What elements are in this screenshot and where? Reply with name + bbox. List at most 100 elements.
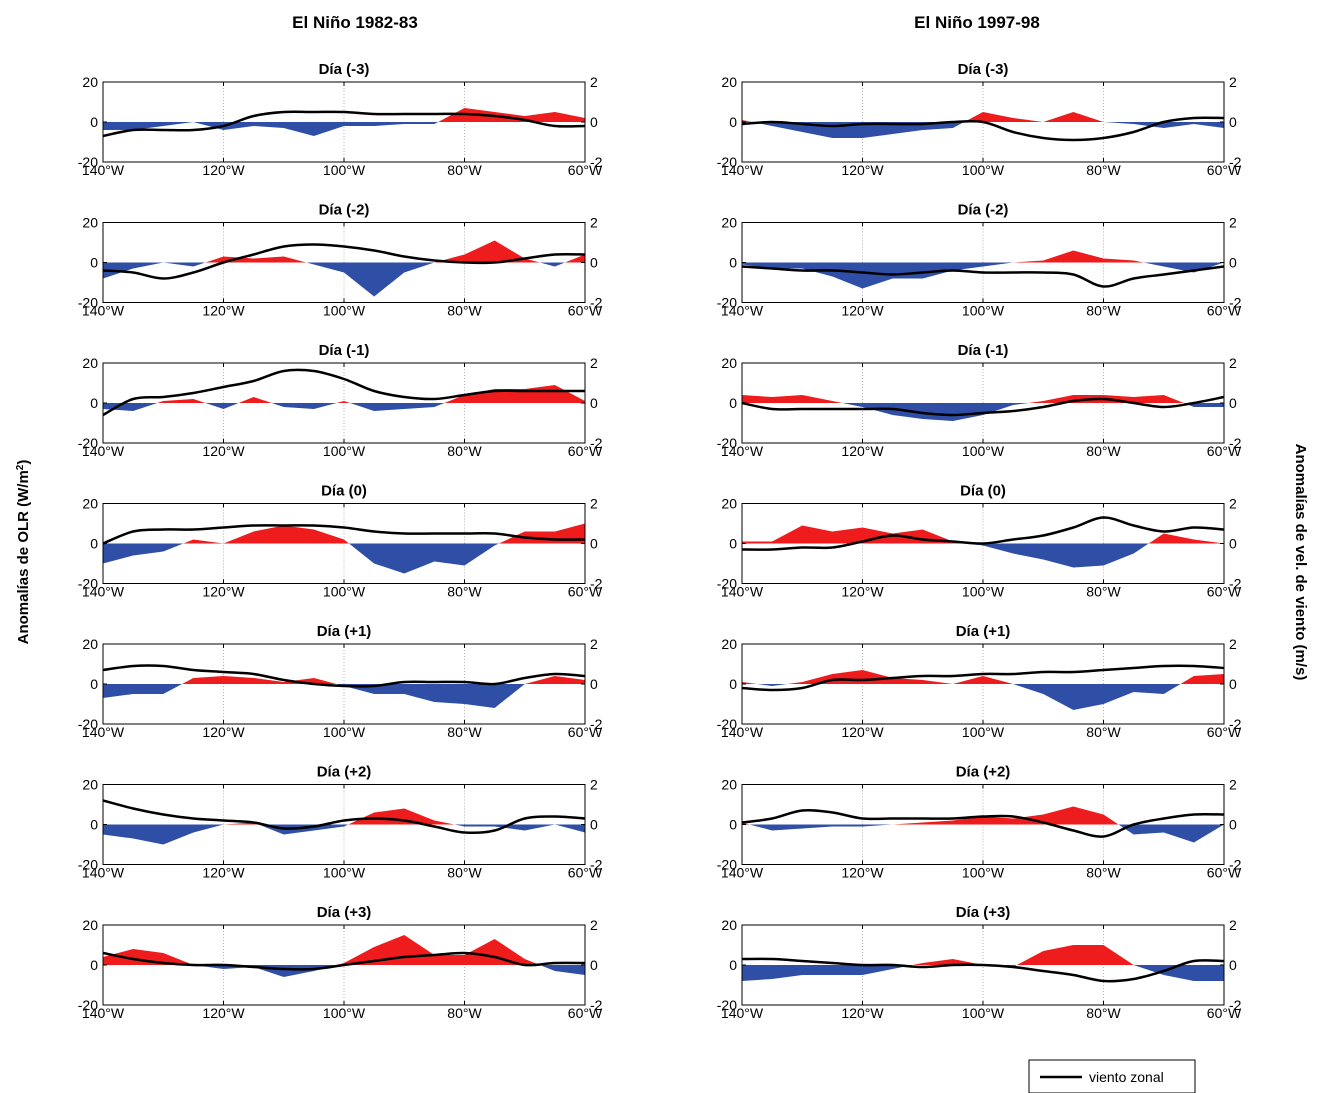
y-tick-label: 0 <box>90 817 98 833</box>
panel-title: Día (+3) <box>956 904 1011 921</box>
legend-label: viento zonal <box>1089 1069 1164 1085</box>
x-tick-label: 140°W <box>82 162 125 178</box>
x-tick-label: 100°W <box>323 865 366 881</box>
right-panel-5: Día (+2)140°W 120°W 100°W 80°W 60°W-20020-20… <box>717 764 1242 881</box>
wind-line <box>742 664 1224 692</box>
x-tick-label: 120°W <box>202 443 245 459</box>
olr-positive-area <box>103 108 585 122</box>
y2-tick-label: 2 <box>590 355 598 371</box>
right-panel-4: Día (+1)140°W 120°W 100°W 80°W 60°W-20020-20… <box>717 623 1242 740</box>
y2-tick-label: 0 <box>1229 676 1237 692</box>
y2-tick-label: -2 <box>1229 997 1242 1013</box>
x-tick-label: 140°W <box>82 865 125 881</box>
y2-tick-label: 2 <box>1229 74 1237 90</box>
olr-negative-area <box>103 824 585 845</box>
x-tick-label: 60°W <box>1207 162 1242 178</box>
panel-title: Día (-3) <box>958 61 1009 78</box>
x-tick-label: 120°W <box>841 584 884 600</box>
legend: viento zonal <box>1028 1059 1196 1093</box>
y-tick-label: 20 <box>82 215 98 231</box>
x-tick-label: 80°W <box>447 162 482 178</box>
y2-tick-label: -2 <box>590 435 603 451</box>
y2-tick-label: -2 <box>590 576 603 592</box>
left-panel-4: Día (+1)140°W 120°W 100°W 80°W 60°W-20020-20… <box>78 623 603 740</box>
x-tick-label: 100°W <box>323 303 366 319</box>
y2-tick-label: 2 <box>1229 636 1237 652</box>
x-tick-label: 80°W <box>447 584 482 600</box>
y-tick-label: 20 <box>721 636 737 652</box>
olr-positive-area <box>742 945 1224 965</box>
x-tick-label: 100°W <box>323 162 366 178</box>
x-tick-label: 60°W <box>1207 443 1242 459</box>
wind-line <box>742 808 1224 838</box>
x-tick-label: 60°W <box>1207 865 1242 881</box>
panel-title: Día (0) <box>321 483 367 500</box>
left-axis-label: Anomalías de OLR (W/m2) <box>15 460 33 645</box>
x-tick-label: 100°W <box>962 724 1005 740</box>
x-tick-label: 100°W <box>962 443 1005 459</box>
x-tick-label: 80°W <box>1086 162 1121 178</box>
y-tick-label: 20 <box>721 777 737 793</box>
x-tick-label: 120°W <box>202 1005 245 1021</box>
x-tick-label: 100°W <box>962 1005 1005 1021</box>
olr-positive-area <box>103 523 585 544</box>
right-axis-label: Anomalías de vel. de viento (m/s) <box>1292 444 1309 681</box>
y-tick-label: 0 <box>90 114 98 130</box>
left-panel-6: Día (+3)140°W 120°W 100°W 80°W 60°W-20020-20… <box>78 904 603 1021</box>
x-tick-label: 140°W <box>721 162 764 178</box>
x-tick-label: 60°W <box>568 443 603 459</box>
panel-title: Día (+2) <box>956 764 1011 781</box>
y-tick-label: 0 <box>729 676 737 692</box>
y2-tick-label: -2 <box>590 857 603 873</box>
x-tick-label: 120°W <box>841 1005 884 1021</box>
x-tick-label: 80°W <box>447 303 482 319</box>
olr-negative-area <box>103 403 585 411</box>
x-tick-label: 60°W <box>568 724 603 740</box>
wind-line <box>742 265 1224 288</box>
x-tick-label: 120°W <box>202 162 245 178</box>
wind-line <box>742 116 1224 142</box>
y-tick-label: 0 <box>90 255 98 271</box>
y-tick-label: 0 <box>729 114 737 130</box>
olr-positive-area <box>742 250 1224 263</box>
olr-positive-area <box>742 525 1224 544</box>
x-tick-label: 80°W <box>447 1005 482 1021</box>
x-tick-label: 100°W <box>323 1005 366 1021</box>
y-tick-label: 20 <box>721 215 737 231</box>
y2-tick-label: 0 <box>1229 957 1237 973</box>
x-tick-label: 140°W <box>721 303 764 319</box>
olr-negative-area <box>103 684 585 708</box>
y-tick-label: 20 <box>721 74 737 90</box>
panel-title: Día (-2) <box>958 202 1009 219</box>
y2-tick-label: -2 <box>1229 576 1242 592</box>
wind-line <box>742 395 1224 417</box>
x-tick-label: 60°W <box>568 1005 603 1021</box>
x-tick-label: 140°W <box>82 724 125 740</box>
left-panel-5: Día (+2)140°W 120°W 100°W 80°W 60°W-20020-20… <box>78 764 603 881</box>
y2-tick-label: 0 <box>1229 255 1237 271</box>
x-tick-label: 80°W <box>1086 1005 1121 1021</box>
y-tick-label: -20 <box>78 154 98 170</box>
y2-tick-label: 2 <box>590 496 598 512</box>
x-tick-label: 140°W <box>721 584 764 600</box>
x-tick-label: 80°W <box>1086 724 1121 740</box>
y2-tick-label: 0 <box>590 676 598 692</box>
right-panel-1: Día (-2)140°W 120°W 100°W 80°W 60°W-20020-20… <box>717 202 1242 319</box>
y-tick-label: 20 <box>82 636 98 652</box>
x-tick-label: 140°W <box>721 865 764 881</box>
panel-title: Día (0) <box>960 483 1006 500</box>
x-tick-label: 80°W <box>447 865 482 881</box>
y-tick-label: 0 <box>90 957 98 973</box>
y2-tick-label: -2 <box>1229 716 1242 732</box>
x-tick-label: 140°W <box>82 443 125 459</box>
y2-tick-label: -2 <box>590 716 603 732</box>
y-tick-label: 0 <box>729 536 737 552</box>
panel-title: Día (+3) <box>317 904 372 921</box>
y2-tick-label: 2 <box>590 636 598 652</box>
y2-tick-label: 0 <box>590 817 598 833</box>
olr-positive-area <box>103 935 585 965</box>
x-tick-label: 100°W <box>323 724 366 740</box>
olr-negative-area <box>742 262 1224 289</box>
y2-tick-label: 2 <box>590 917 598 933</box>
x-tick-label: 120°W <box>841 303 884 319</box>
